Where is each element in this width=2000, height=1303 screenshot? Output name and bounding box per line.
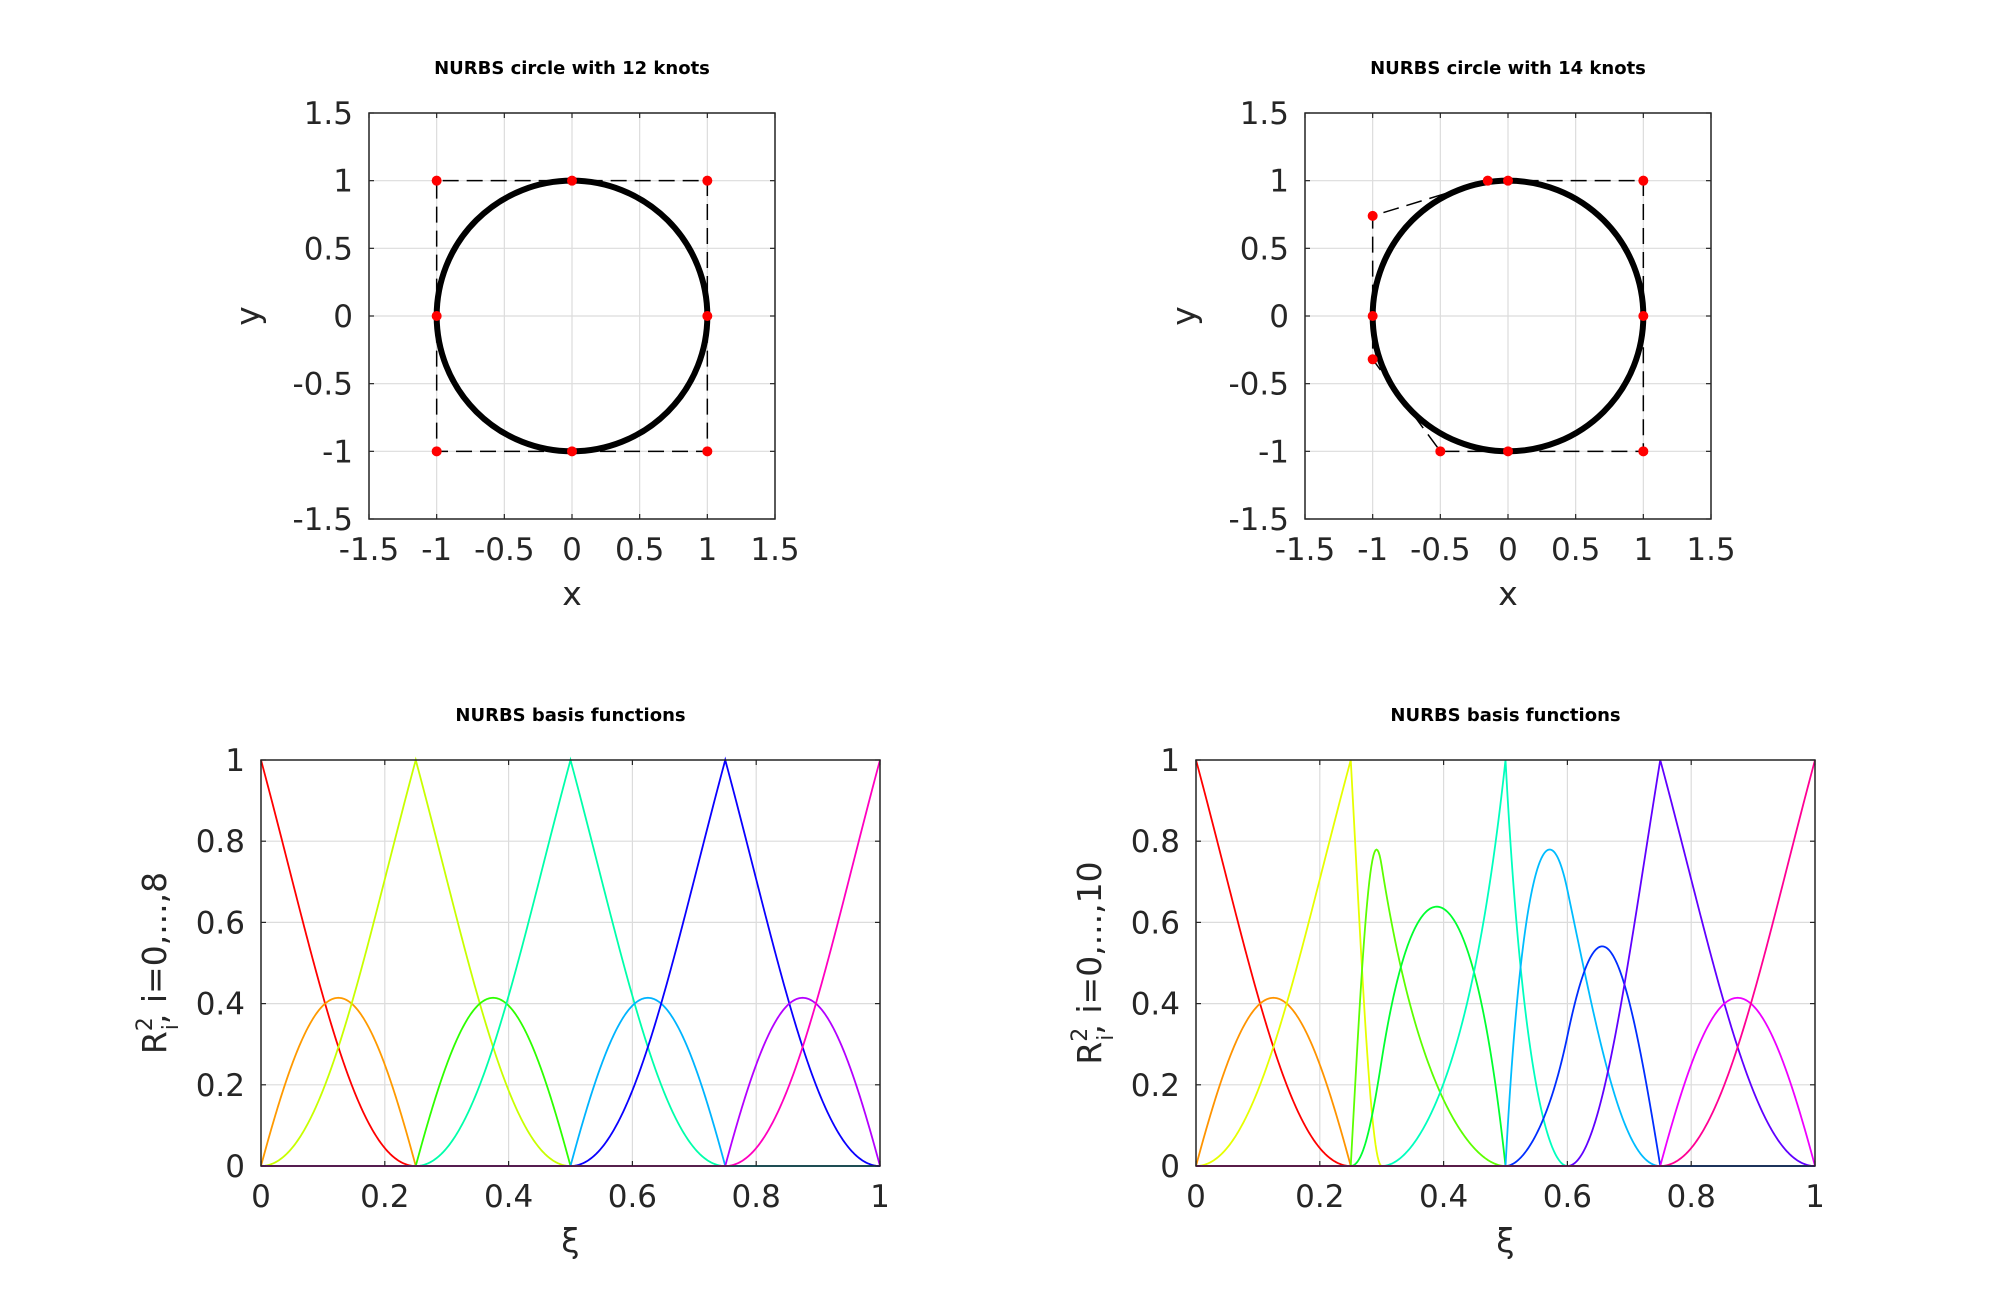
y-tick-label: 0.8: [1131, 824, 1180, 860]
control-point: [1435, 446, 1446, 457]
x-tick-label: 0: [251, 1179, 271, 1215]
control-point: [1482, 175, 1493, 186]
x-tick-label: -0.5: [474, 532, 535, 568]
x-tick-label: 1.5: [750, 532, 799, 568]
y-tick-label: 1: [1269, 164, 1289, 200]
control-point: [1503, 446, 1513, 457]
chart-title: NURBS circle with 12 knots: [434, 58, 710, 79]
x-tick-label: 0.2: [1295, 1179, 1344, 1215]
x-tick-label: 0.4: [484, 1179, 533, 1215]
x-tick-label: -1.5: [1275, 532, 1336, 568]
control-point: [431, 175, 442, 186]
x-axis-label: ξ: [561, 1221, 579, 1260]
y-tick-label: 0.2: [1131, 1068, 1180, 1104]
axes-box: [260, 759, 881, 1167]
control-point: [1638, 311, 1649, 321]
y-tick-label: 0.4: [196, 987, 245, 1023]
x-tick-label: 1: [1805, 1179, 1825, 1215]
y-tick-label: 0.6: [1131, 905, 1180, 941]
control-point: [1503, 175, 1513, 186]
y-tick-label: 0.6: [196, 905, 245, 941]
control-point: [567, 446, 577, 457]
control-point: [567, 175, 577, 186]
x-tick-label: 0: [562, 532, 582, 568]
x-tick-label: 1.5: [1686, 532, 1735, 568]
y-tick-label: 1: [333, 164, 353, 200]
y-tick-label: -0.5: [1229, 367, 1290, 403]
x-tick-label: 0.8: [732, 1179, 781, 1215]
x-tick-label: -1: [421, 532, 452, 568]
y-tick-label: 0: [1269, 299, 1289, 335]
y-tick-label: 0.2: [196, 1068, 245, 1104]
y-tick-label: 1: [225, 743, 245, 779]
y-tick-label: 0: [1160, 1149, 1180, 1185]
x-tick-label: 0: [1498, 532, 1518, 568]
plot-area: [431, 175, 713, 457]
x-tick-label: 1: [697, 532, 717, 568]
x-tick-label: 0.2: [360, 1179, 409, 1215]
x-tick-label: 0.5: [1551, 532, 1600, 568]
basis-functions-plot-right: 0 0.2 0.4 0.6 0.8 1 0 0.2 0.4 0.6 0.8 1 NURBS basis …: [1068, 705, 1825, 1260]
y-tick-label: -1: [1258, 434, 1289, 470]
x-tick-label: -1.5: [339, 532, 400, 568]
x-tick-label: 0.6: [608, 1179, 657, 1215]
control-point: [431, 311, 442, 321]
y-tick-label: -1: [322, 434, 353, 470]
y-axis-label: y: [1164, 306, 1203, 326]
y-tick-label: 0.5: [1240, 231, 1289, 267]
control-point: [1367, 311, 1378, 321]
y-tick-label: 0.8: [196, 824, 245, 860]
control-point: [1367, 354, 1378, 365]
x-axis-label: x: [1498, 574, 1518, 613]
x-tick-label: -1: [1357, 532, 1388, 568]
y-tick-label: -1.5: [1229, 502, 1290, 538]
axes-box: [1195, 759, 1816, 1167]
control-point: [431, 446, 442, 457]
x-tick-label: 0: [1186, 1179, 1206, 1215]
y-tick-label: 0: [225, 1149, 245, 1185]
y-axis-label: R2i, i=0,...,10: [1068, 861, 1119, 1064]
axes-background: [261, 760, 880, 1166]
circle-plot-14-knots: -1.5 -1 -0.5 0 0.5 1 1.5 -1.5 -1 -0.5 0 0.5 1 1.5 NURB…: [1164, 58, 1736, 613]
chart-title: NURBS basis functions: [1390, 705, 1620, 726]
control-point: [702, 311, 713, 321]
y-tick-label: 0.4: [1131, 987, 1180, 1023]
y-tick-label: 1.5: [304, 96, 353, 132]
control-point: [702, 446, 713, 457]
axes-background: [1196, 760, 1815, 1166]
x-axis-label: ξ: [1496, 1221, 1514, 1260]
y-tick-label: 1: [1160, 743, 1180, 779]
x-tick-label: 0.8: [1667, 1179, 1716, 1215]
y-tick-label: 0: [333, 299, 353, 335]
y-tick-label: 1.5: [1240, 96, 1289, 132]
y-tick-label: -0.5: [293, 367, 354, 403]
control-point: [1367, 210, 1378, 221]
plot-area: [1367, 175, 1649, 457]
y-tick-label: 0.5: [304, 231, 353, 267]
x-tick-label: 0.4: [1419, 1179, 1468, 1215]
x-tick-label: 1: [870, 1179, 890, 1215]
circle-plot-12-knots: -1.5 -1 -0.5 0 0.5 1 1.5 -1.5 -1 -0.5 0 0.5 1 1.5 NURB…: [228, 58, 800, 613]
x-tick-label: 0.6: [1543, 1179, 1592, 1215]
x-tick-label: -0.5: [1410, 532, 1471, 568]
x-tick-label: 0.5: [615, 532, 664, 568]
y-axis-label: R2i, i=0,...,8: [133, 872, 184, 1054]
chart-title: NURBS basis functions: [455, 705, 685, 726]
x-tick-label: 1: [1633, 532, 1653, 568]
chart-title: NURBS circle with 14 knots: [1370, 58, 1646, 79]
control-point: [702, 175, 713, 186]
x-axis-label: x: [562, 574, 582, 613]
basis-functions-plot-left: 0 0.2 0.4 0.6 0.8 1 0 0.2 0.4 0.6 0.8 1 NURBS basis …: [133, 705, 890, 1260]
y-axis-label: y: [228, 306, 267, 326]
control-point: [1638, 175, 1649, 186]
y-tick-label: -1.5: [293, 502, 354, 538]
control-point: [1638, 446, 1649, 457]
